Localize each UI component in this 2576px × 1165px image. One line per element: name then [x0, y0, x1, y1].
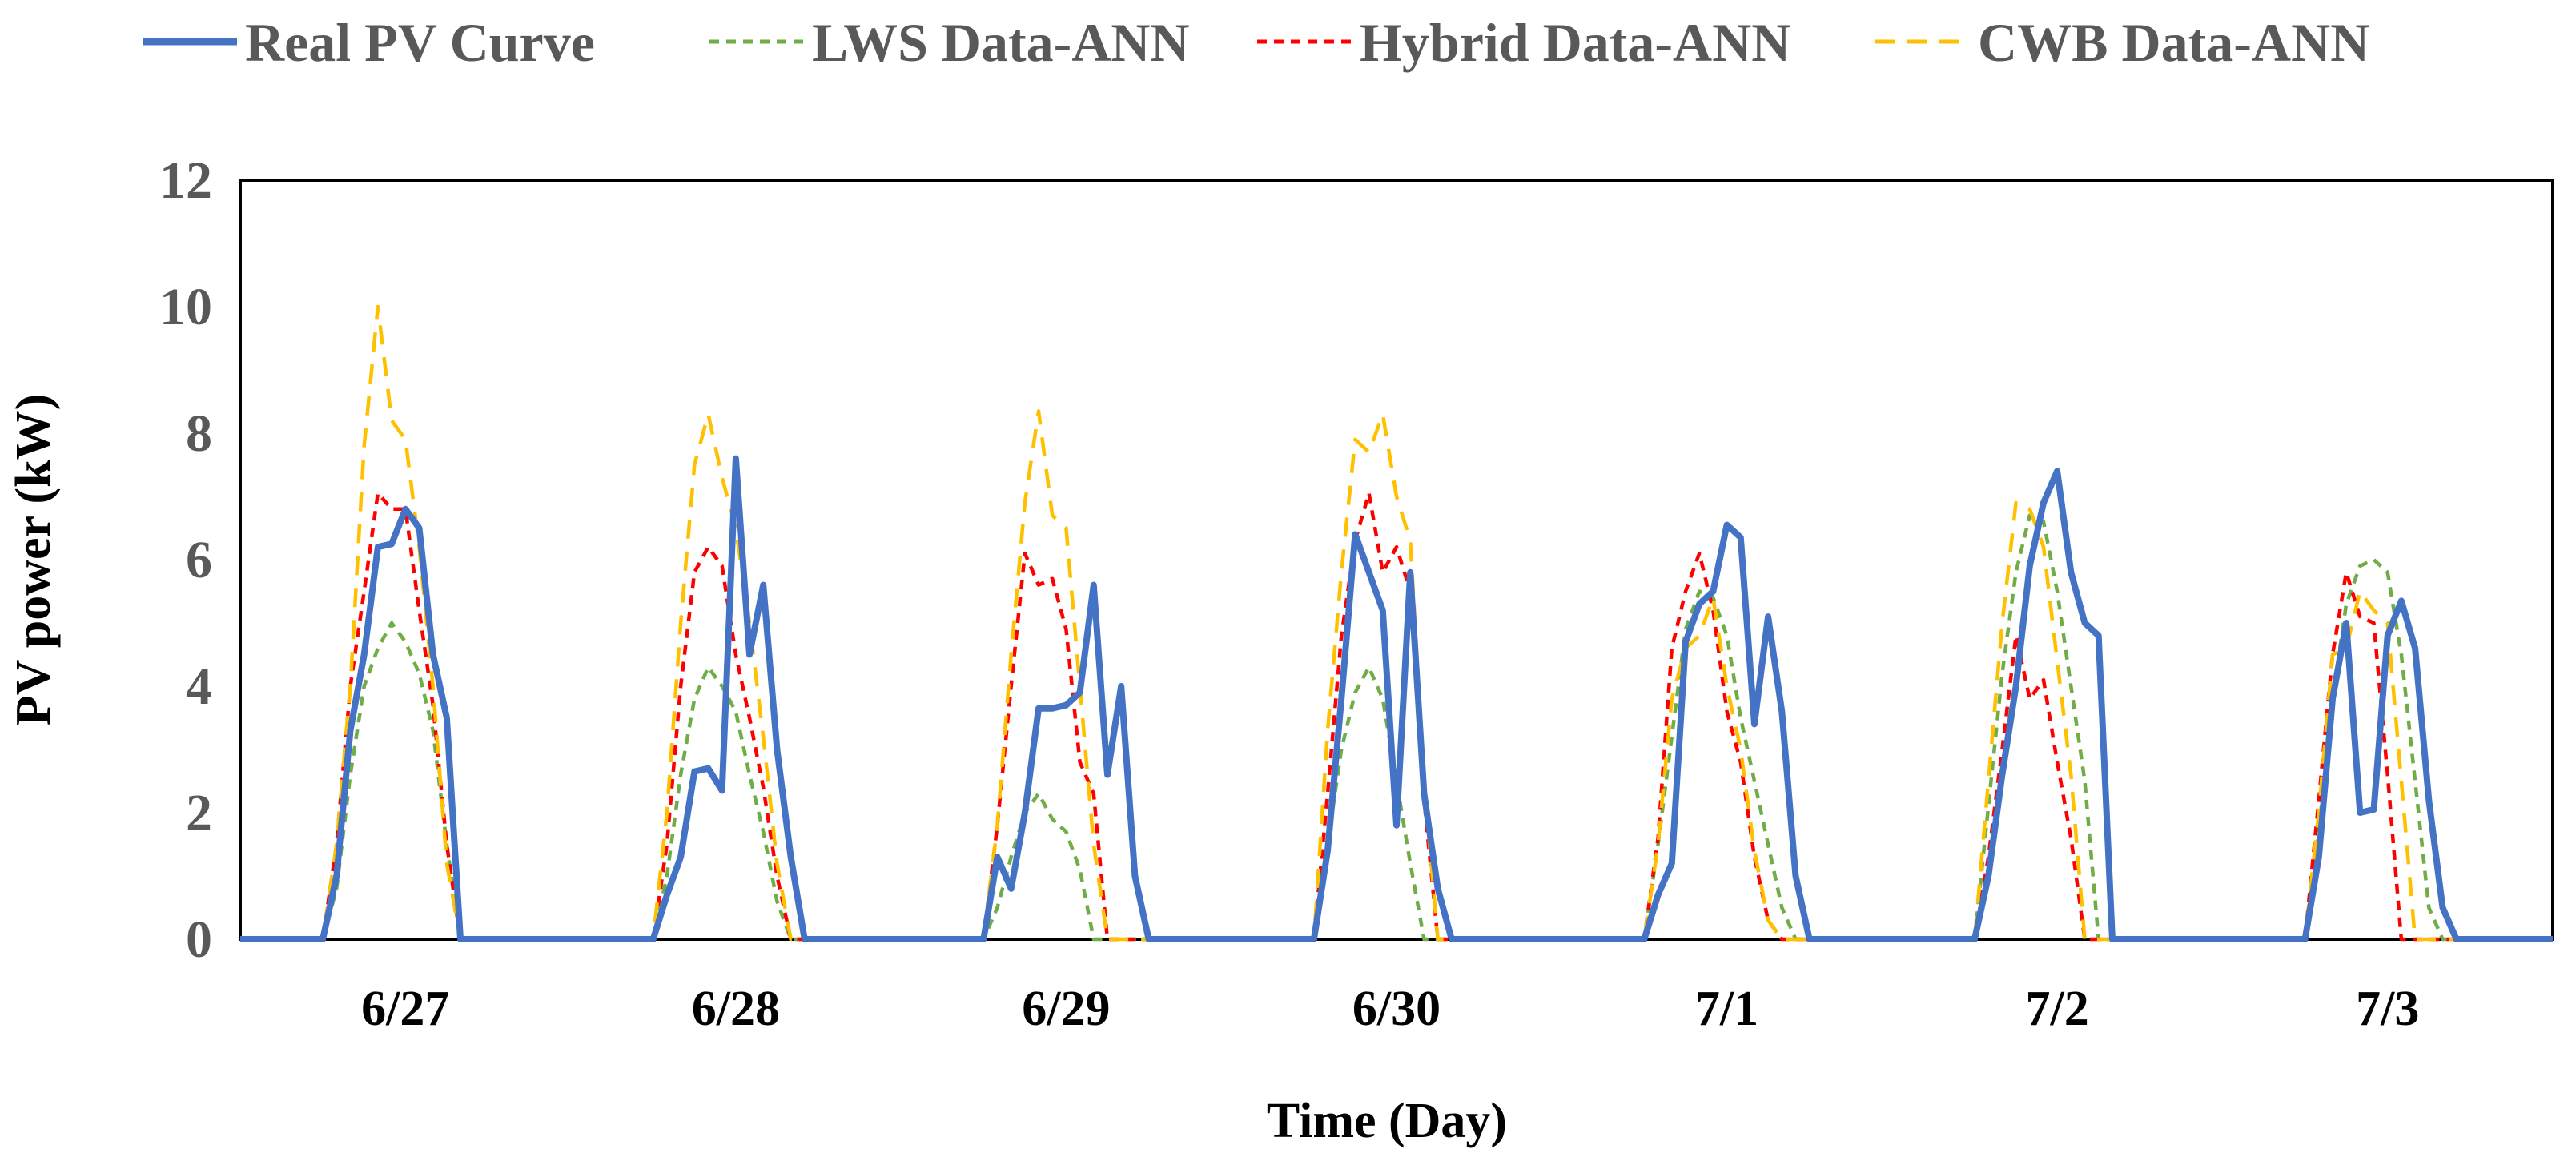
x-tick-label: 7/1: [1695, 982, 1758, 1036]
x-tick-label: 6/28: [692, 982, 780, 1036]
y-axis-ticks: 0 2 4 6 8 10 12: [159, 151, 212, 969]
x-tick-label: 6/29: [1022, 982, 1110, 1036]
x-tick-label: 6/27: [361, 982, 449, 1036]
y-tick-label: 2: [186, 784, 212, 842]
legend-label-lws-data-ann: LWS Data-ANN: [812, 12, 1190, 73]
y-axis-title: PV power (kW): [6, 394, 61, 725]
series-line-real-pv-curve: [240, 455, 2553, 942]
legend-label-cwb-data-ann: CWB Data-ANN: [1978, 12, 2369, 73]
y-tick-label: 8: [186, 404, 212, 463]
x-axis-ticks: 6/27 6/28 6/29 6/30 7/1 7/2 7/3: [361, 982, 2419, 1036]
legend: Real PV Curve LWS Data-ANN Hybrid Data-ANN…: [143, 12, 2369, 73]
x-tick-label: 6/30: [1352, 982, 1441, 1036]
series-layer: [240, 304, 2553, 942]
y-tick-label: 6: [186, 531, 212, 589]
x-tick-label: 7/2: [2026, 982, 2089, 1036]
x-tick-label: 7/3: [2356, 982, 2419, 1036]
y-tick-label: 10: [159, 278, 212, 336]
legend-label-real-pv-curve: Real PV Curve: [245, 12, 595, 73]
x-axis-title: Time (Day): [1267, 1094, 1507, 1148]
y-tick-label: 4: [186, 657, 212, 716]
y-tick-label: 0: [186, 910, 212, 969]
plot-area-frame: [239, 179, 2554, 941]
y-tick-label: 12: [159, 151, 212, 210]
legend-label-hybrid-data-ann: Hybrid Data-ANN: [1360, 12, 1790, 73]
